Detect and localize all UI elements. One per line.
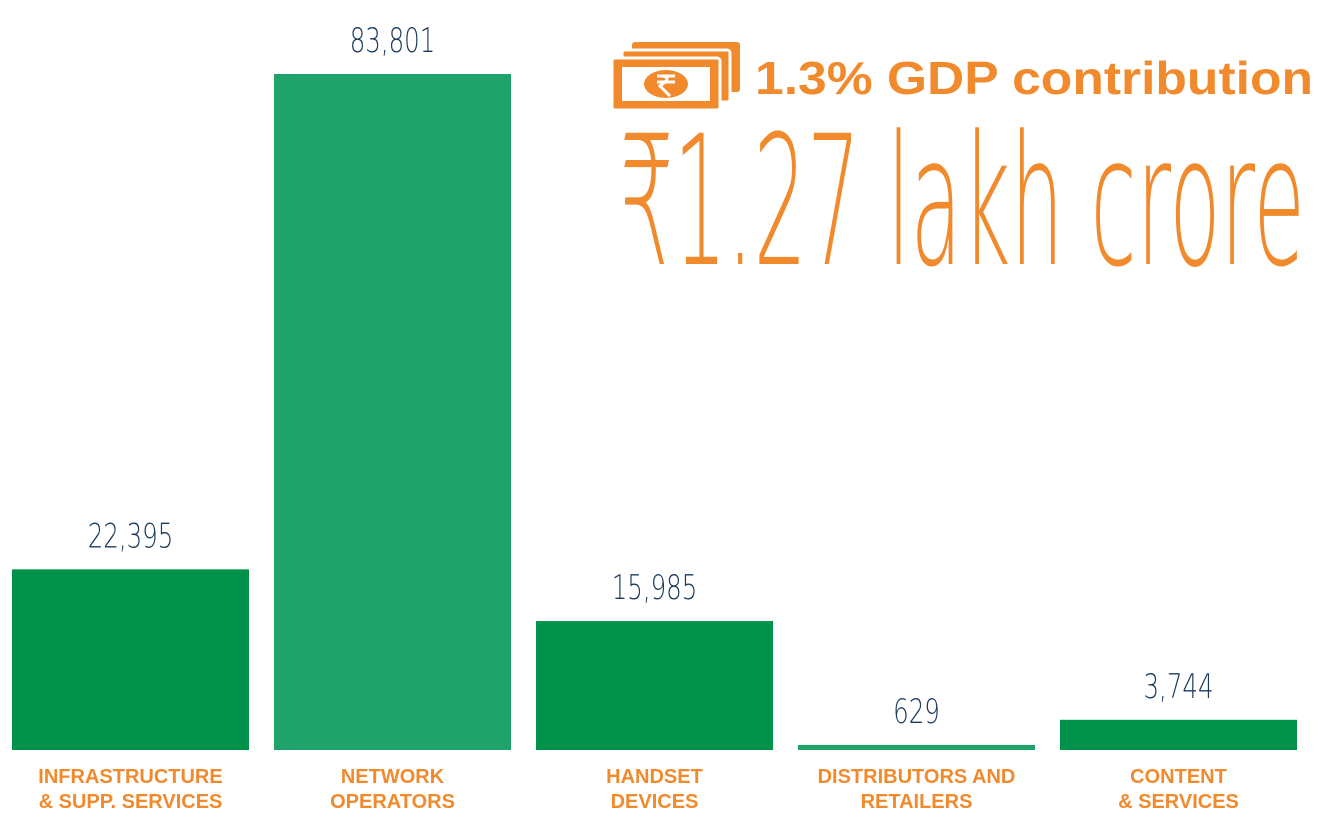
category-label: NETWORK OPERATORS <box>330 766 455 813</box>
total-value: ₹1.27 lakh crore <box>620 98 1305 307</box>
bar <box>274 74 511 750</box>
category-label: CONTENT & SERVICES <box>1118 766 1239 813</box>
gdp-note: 1.3% GDP contribution <box>755 52 1313 104</box>
value-label: 22,395 <box>88 516 174 555</box>
value-label: 3,744 <box>1143 667 1213 706</box>
value-label: 83,801 <box>350 21 436 60</box>
value-label: 629 <box>893 692 940 731</box>
category-label: INFRASTRUCTURE & SUPP. SERVICES <box>38 766 223 813</box>
money-icon <box>610 42 740 112</box>
bar <box>536 621 773 750</box>
category-label: HANDSET DEVICES <box>606 766 703 813</box>
bar <box>12 569 249 750</box>
bar <box>1060 719 1297 750</box>
bar <box>798 744 1035 750</box>
value-label: 15,985 <box>612 568 698 607</box>
category-label: DISTRIBUTORS AND RETAILERS <box>817 766 1016 813</box>
